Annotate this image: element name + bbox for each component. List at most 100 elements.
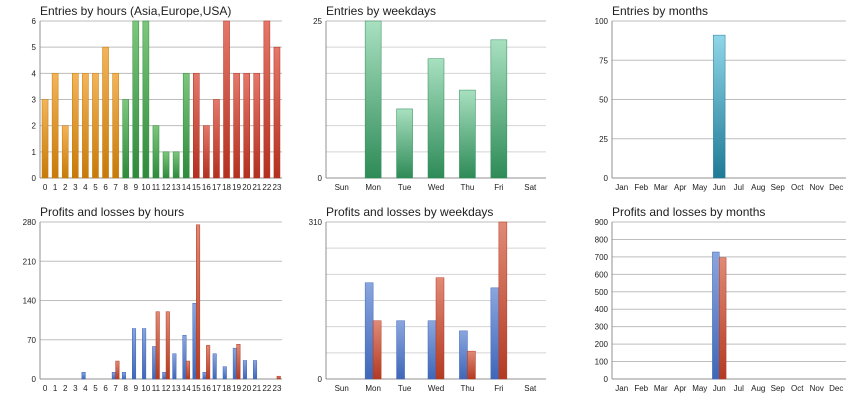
bar <box>51 73 59 179</box>
bar <box>206 345 211 380</box>
x-tick-label: Sat <box>524 183 537 192</box>
bar <box>253 360 258 380</box>
x-tick-label: 21 <box>252 384 261 393</box>
panel-title: Profits and losses by weekdays <box>326 205 494 219</box>
x-tick-label: Sep <box>771 183 786 192</box>
x-tick-label: Apr <box>674 384 687 393</box>
x-tick-label: 5 <box>93 183 98 192</box>
x-tick-label: Nov <box>810 384 824 393</box>
bar <box>121 372 126 380</box>
y-tick-label: 6 <box>32 17 37 26</box>
bar <box>712 251 720 380</box>
bar <box>182 335 187 380</box>
x-tick-label: 13 <box>172 384 181 393</box>
pl-by-weekdays-panel: Profits and losses by weekdays 0 310 Sun Mo… <box>309 205 546 395</box>
x-tick-label: 0 <box>43 183 48 192</box>
bar <box>276 375 281 380</box>
bar <box>273 46 281 179</box>
x-tick-label: 4 <box>83 384 88 393</box>
x-tick-label: May <box>692 384 707 393</box>
y-tick-label: 100 <box>595 358 609 367</box>
x-tick-label: 17 <box>212 183 221 192</box>
x-tick-label: Jan <box>615 384 628 393</box>
bar <box>202 372 207 380</box>
x-tick-label: 15 <box>192 384 201 393</box>
x-tick-label: 21 <box>252 183 261 192</box>
panel-title: Profits and losses by months <box>612 205 766 219</box>
y-tick-label: 0 <box>604 375 609 384</box>
bar <box>81 372 86 380</box>
x-tick-label: Jun <box>713 183 726 192</box>
x-tick-label: 7 <box>113 384 118 393</box>
y-tick-label: 210 <box>23 257 37 266</box>
bar <box>132 20 140 179</box>
x-tick-label: 19 <box>232 183 241 192</box>
x-tick-label: Nov <box>810 183 824 192</box>
x-tick-label: 1 <box>53 384 58 393</box>
y-tick-label: 400 <box>595 305 609 314</box>
bar <box>498 221 508 380</box>
panel-title: Profits and losses by hours <box>40 205 185 219</box>
pl-by-months-chart: 0 100 200 300 400 500 600 700 800 900 Jan Feb Mar Apr… <box>595 218 846 393</box>
panel-title: Entries by weekdays <box>326 4 437 18</box>
x-tick-label: 16 <box>202 183 211 192</box>
x-tick-label: Tue <box>398 183 412 192</box>
bar <box>132 328 137 380</box>
y-tick-label: 800 <box>595 235 609 244</box>
bar <box>242 360 247 380</box>
y-tick-label: 1 <box>32 148 37 157</box>
bar <box>142 20 150 179</box>
bar <box>263 20 271 179</box>
y-tick-label: 3 <box>32 96 37 105</box>
x-tick-label: Jan <box>615 183 628 192</box>
pl-by-hours-panel: Profits and losses by hours 0 70 140 210 280… <box>23 205 282 395</box>
x-tick-label: 22 <box>262 384 271 393</box>
y-tick-label: 0 <box>32 174 37 183</box>
x-tick-label: 2 <box>63 183 68 192</box>
x-tick-label: Wed <box>428 384 444 393</box>
bar <box>172 353 177 380</box>
x-tick-label: 20 <box>242 183 251 192</box>
x-tick-label: 14 <box>182 384 191 393</box>
x-tick-label: Dec <box>829 183 843 192</box>
pl-by-weekdays-chart: 0 310 Sun Mon Tue Wed Thu Fri Sat <box>309 218 546 393</box>
x-tick-label: 7 <box>113 183 118 192</box>
bar <box>212 353 217 380</box>
x-tick-label: 1 <box>53 183 58 192</box>
x-tick-label: 5 <box>93 384 98 393</box>
x-tick-label: 23 <box>273 183 282 192</box>
x-tick-label: 10 <box>141 384 150 393</box>
bar <box>162 151 170 179</box>
x-tick-label: Thu <box>461 183 475 192</box>
panel-title: Entries by months <box>612 4 709 18</box>
y-tick-label: 0 <box>318 375 323 384</box>
x-tick-label: 9 <box>134 183 139 192</box>
bar <box>162 372 167 380</box>
x-tick-label: Mon <box>365 183 381 192</box>
x-tick-label: 2 <box>63 384 68 393</box>
bar <box>490 287 500 380</box>
y-tick-label: 5 <box>32 43 37 52</box>
x-tick-label: 11 <box>152 183 161 192</box>
bar <box>115 360 120 380</box>
x-tick-label: Tue <box>398 384 412 393</box>
x-tick-label: Dec <box>829 384 843 393</box>
y-tick-label: 600 <box>595 270 609 279</box>
y-tick-label: 25 <box>313 17 322 26</box>
x-tick-label: Fri <box>494 183 504 192</box>
bar <box>427 320 437 380</box>
bar <box>232 347 237 380</box>
x-tick-label: 11 <box>152 384 161 393</box>
x-tick-label: 6 <box>103 384 108 393</box>
bar <box>72 73 79 179</box>
x-tick-label: 22 <box>262 183 271 192</box>
x-tick-label: 4 <box>83 183 88 192</box>
x-tick-label: Sep <box>771 384 786 393</box>
bar <box>467 350 476 380</box>
bar <box>172 151 180 179</box>
x-tick-label: 8 <box>123 183 128 192</box>
x-tick-label: 12 <box>162 183 171 192</box>
